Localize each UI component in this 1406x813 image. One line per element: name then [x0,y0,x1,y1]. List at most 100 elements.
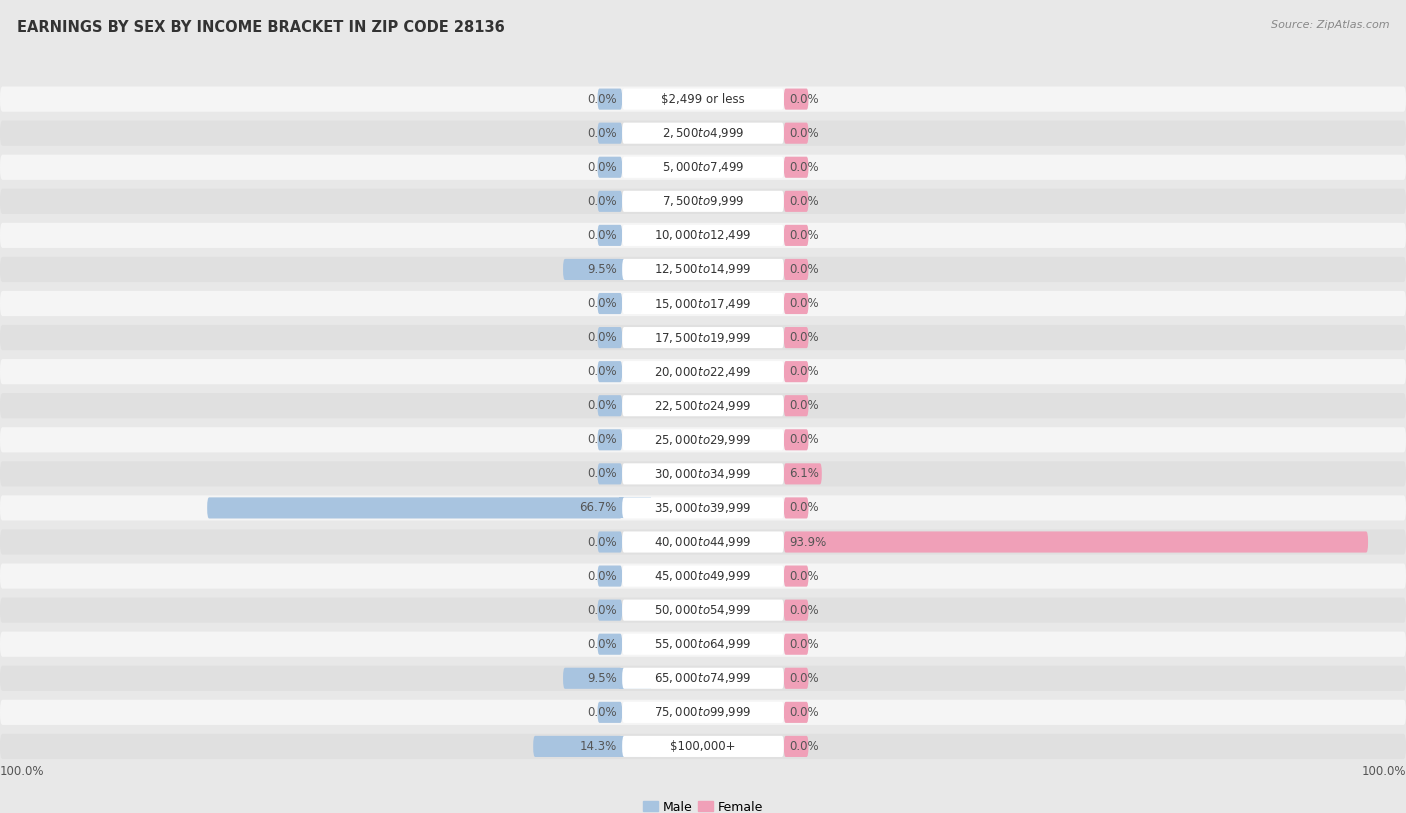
FancyBboxPatch shape [207,498,621,519]
FancyBboxPatch shape [0,393,1406,419]
Text: 0.0%: 0.0% [790,331,820,344]
FancyBboxPatch shape [619,667,651,689]
FancyBboxPatch shape [621,599,785,620]
Text: 0.0%: 0.0% [586,433,616,446]
Text: $35,000 to $39,999: $35,000 to $39,999 [654,501,752,515]
FancyBboxPatch shape [598,361,621,382]
FancyBboxPatch shape [785,191,808,212]
Text: 0.0%: 0.0% [586,229,616,242]
Text: 0.0%: 0.0% [586,637,616,650]
FancyBboxPatch shape [785,599,808,620]
Text: 0.0%: 0.0% [586,570,616,583]
FancyBboxPatch shape [621,395,785,416]
FancyBboxPatch shape [598,429,621,450]
FancyBboxPatch shape [598,123,621,144]
FancyBboxPatch shape [785,667,808,689]
Text: $55,000 to $64,999: $55,000 to $64,999 [654,637,752,651]
FancyBboxPatch shape [621,191,785,212]
Text: 0.0%: 0.0% [586,297,616,310]
Text: 0.0%: 0.0% [790,637,820,650]
FancyBboxPatch shape [0,359,1406,385]
Text: 0.0%: 0.0% [790,93,820,106]
Text: 9.5%: 9.5% [586,672,616,685]
Text: $2,500 to $4,999: $2,500 to $4,999 [662,126,744,140]
Text: 6.1%: 6.1% [790,467,820,480]
Text: 0.0%: 0.0% [790,570,820,583]
Text: 0.0%: 0.0% [790,161,820,174]
Text: 0.0%: 0.0% [586,195,616,208]
FancyBboxPatch shape [598,225,621,246]
FancyBboxPatch shape [598,293,621,314]
FancyBboxPatch shape [619,498,651,519]
FancyBboxPatch shape [562,667,621,689]
FancyBboxPatch shape [0,325,1406,350]
Text: 0.0%: 0.0% [586,399,616,412]
Text: 0.0%: 0.0% [790,706,820,719]
Text: 14.3%: 14.3% [579,740,616,753]
Text: EARNINGS BY SEX BY INCOME BRACKET IN ZIP CODE 28136: EARNINGS BY SEX BY INCOME BRACKET IN ZIP… [17,20,505,35]
FancyBboxPatch shape [785,225,808,246]
Text: 0.0%: 0.0% [586,365,616,378]
FancyBboxPatch shape [0,291,1406,316]
FancyBboxPatch shape [785,89,808,110]
Text: $75,000 to $99,999: $75,000 to $99,999 [654,706,752,720]
FancyBboxPatch shape [0,257,1406,282]
FancyBboxPatch shape [0,632,1406,657]
FancyBboxPatch shape [785,463,821,485]
FancyBboxPatch shape [621,259,785,280]
FancyBboxPatch shape [785,633,808,654]
FancyBboxPatch shape [785,259,808,280]
FancyBboxPatch shape [621,327,785,348]
FancyBboxPatch shape [598,566,621,587]
Text: 0.0%: 0.0% [586,93,616,106]
FancyBboxPatch shape [0,189,1406,214]
FancyBboxPatch shape [785,566,808,587]
FancyBboxPatch shape [621,702,785,723]
Text: 0.0%: 0.0% [790,263,820,276]
Text: 0.0%: 0.0% [790,603,820,616]
Text: 100.0%: 100.0% [0,766,45,779]
Text: $40,000 to $44,999: $40,000 to $44,999 [654,535,752,549]
Text: 0.0%: 0.0% [586,467,616,480]
Text: Source: ZipAtlas.com: Source: ZipAtlas.com [1271,20,1389,30]
FancyBboxPatch shape [598,599,621,620]
Text: $15,000 to $17,499: $15,000 to $17,499 [654,297,752,311]
Text: $5,000 to $7,499: $5,000 to $7,499 [662,160,744,174]
FancyBboxPatch shape [0,529,1406,554]
FancyBboxPatch shape [0,563,1406,589]
Text: 9.5%: 9.5% [586,263,616,276]
Text: $17,500 to $19,999: $17,500 to $19,999 [654,331,752,345]
FancyBboxPatch shape [0,154,1406,180]
FancyBboxPatch shape [621,532,785,553]
FancyBboxPatch shape [562,259,621,280]
Text: $7,500 to $9,999: $7,500 to $9,999 [662,194,744,208]
FancyBboxPatch shape [785,293,808,314]
FancyBboxPatch shape [598,191,621,212]
FancyBboxPatch shape [621,667,785,689]
FancyBboxPatch shape [0,223,1406,248]
Text: $2,499 or less: $2,499 or less [661,93,745,106]
FancyBboxPatch shape [0,734,1406,759]
FancyBboxPatch shape [621,293,785,314]
FancyBboxPatch shape [785,395,808,416]
Text: $25,000 to $29,999: $25,000 to $29,999 [654,433,752,447]
FancyBboxPatch shape [0,598,1406,623]
FancyBboxPatch shape [621,157,785,178]
Text: $12,500 to $14,999: $12,500 to $14,999 [654,263,752,276]
Text: 0.0%: 0.0% [586,127,616,140]
FancyBboxPatch shape [785,702,808,723]
FancyBboxPatch shape [785,123,808,144]
Text: 0.0%: 0.0% [790,399,820,412]
Text: $30,000 to $34,999: $30,000 to $34,999 [654,467,752,480]
FancyBboxPatch shape [619,736,651,757]
FancyBboxPatch shape [0,461,1406,486]
Text: 0.0%: 0.0% [790,365,820,378]
FancyBboxPatch shape [619,259,651,280]
FancyBboxPatch shape [785,736,808,757]
Text: 0.0%: 0.0% [790,502,820,515]
FancyBboxPatch shape [598,89,621,110]
FancyBboxPatch shape [0,86,1406,111]
FancyBboxPatch shape [598,157,621,178]
FancyBboxPatch shape [785,327,808,348]
FancyBboxPatch shape [785,157,808,178]
